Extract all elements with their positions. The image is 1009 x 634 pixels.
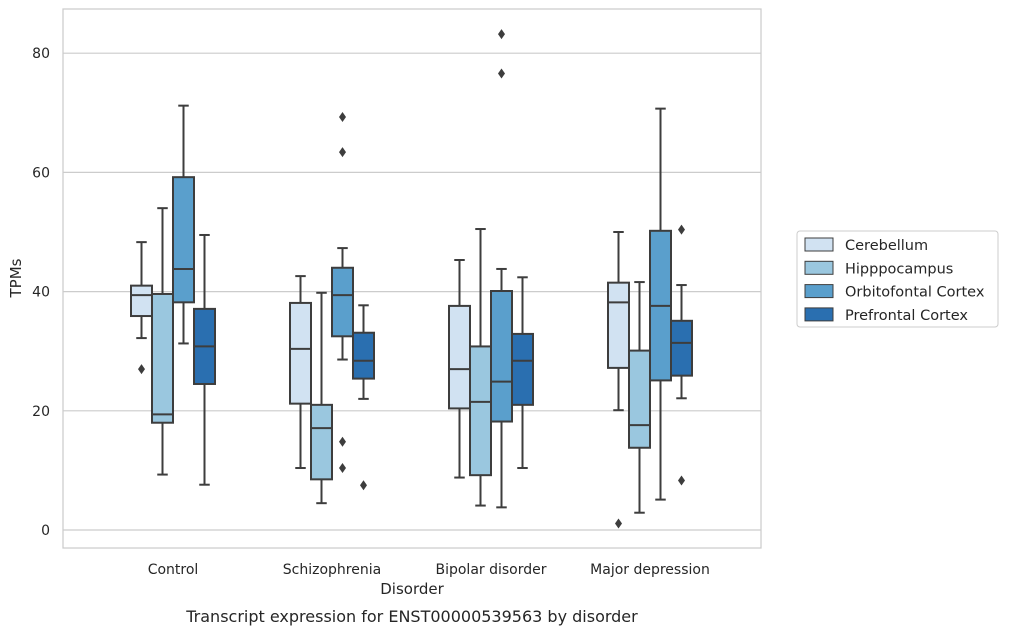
box-iqr — [310, 403, 333, 481]
box-iqr — [331, 266, 354, 338]
outlier-point — [339, 147, 346, 158]
box-group — [448, 259, 471, 479]
legend-label: Orbitofontal Cortex — [845, 285, 985, 301]
x-tick-label: Control — [148, 562, 199, 578]
y-axis-ticks: 0 20 40 60 80 — [32, 46, 50, 539]
box-iqr — [130, 284, 153, 318]
box-iqr — [469, 345, 492, 477]
x-tick-label: Major depression — [590, 562, 710, 578]
box-plot-marks — [130, 29, 693, 529]
outlier-point — [615, 518, 622, 529]
box-group — [607, 231, 630, 529]
outlier-point — [339, 436, 346, 447]
outlier-point — [498, 29, 505, 40]
box-iqr — [490, 290, 513, 423]
box-iqr — [172, 176, 195, 304]
chart-caption: Transcript expression for ENST0000053956… — [185, 607, 638, 626]
legend-label: Cerebellum — [845, 238, 928, 254]
x-tick-label: Bipolar disorder — [435, 562, 546, 578]
box-group — [289, 275, 312, 470]
y-tick-label: 60 — [32, 165, 50, 181]
outlier-point — [498, 68, 505, 79]
x-tick-label: Schizophrenia — [283, 562, 381, 578]
box-group — [352, 304, 375, 491]
x-axis-title: Disorder — [380, 580, 444, 598]
box-group — [649, 107, 672, 501]
box-iqr — [511, 332, 534, 406]
box-group — [628, 281, 651, 514]
box-iqr — [151, 292, 174, 424]
x-axis-ticks: Control Schizophrenia Bipolar disorder Majo… — [148, 562, 710, 578]
box-group — [310, 291, 333, 505]
legend-label: Hipppocampus — [845, 261, 953, 277]
legend-swatch — [804, 284, 834, 299]
box-iqr — [448, 304, 471, 410]
box-group — [469, 228, 492, 507]
box-group — [193, 233, 216, 486]
outlier-point — [339, 111, 346, 122]
outlier-point — [678, 475, 685, 486]
legend-label: Prefrontal Cortex — [845, 308, 968, 324]
box-group — [130, 241, 153, 375]
box-group — [172, 104, 195, 345]
legend-swatch — [804, 307, 834, 322]
outlier-point — [360, 480, 367, 491]
y-tick-label: 20 — [32, 404, 50, 420]
box-iqr — [289, 301, 312, 405]
box-group — [511, 276, 534, 470]
outlier-point — [339, 463, 346, 474]
legend-swatch — [804, 237, 834, 252]
box-group — [331, 111, 354, 474]
box-group — [490, 29, 513, 509]
legend: Cerebellum Hipppocampus Orbitofontal Corte… — [796, 230, 999, 328]
box-iqr — [670, 319, 693, 377]
box-group — [670, 224, 693, 486]
legend-swatch — [804, 260, 834, 275]
plot-area-frame — [62, 8, 762, 549]
y-tick-label: 0 — [41, 523, 50, 539]
box-iqr — [628, 349, 651, 449]
outlier-point — [678, 224, 685, 235]
y-axis-title: TPMs — [7, 258, 25, 298]
box-group — [151, 207, 174, 476]
outlier-point — [138, 364, 145, 375]
box-iqr — [352, 331, 375, 380]
y-tick-label: 80 — [32, 46, 50, 62]
y-tick-label: 40 — [32, 285, 50, 301]
box-iqr — [607, 281, 630, 369]
legend-frame — [796, 230, 999, 328]
